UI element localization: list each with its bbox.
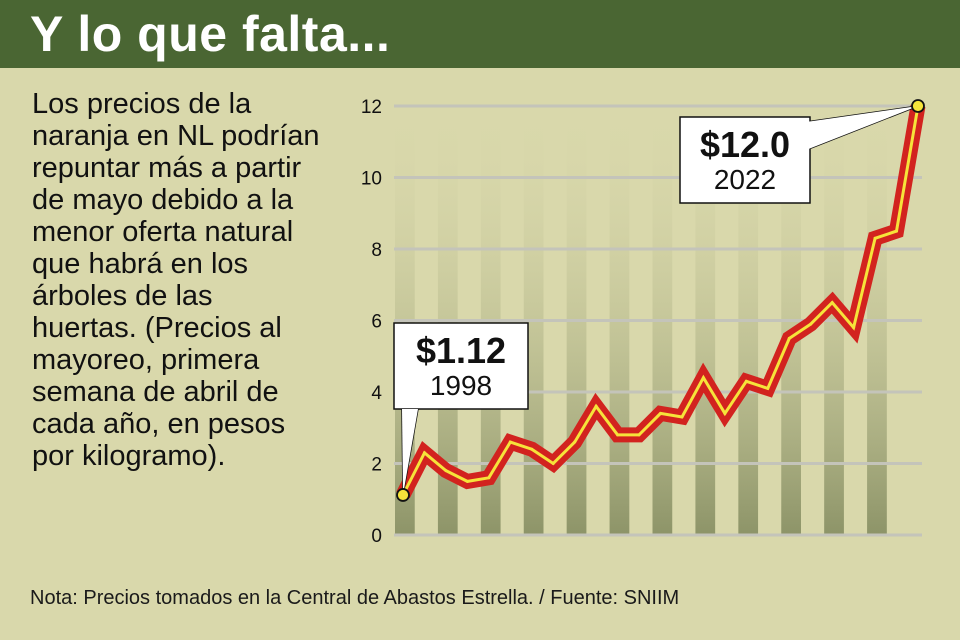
data-point xyxy=(594,404,598,408)
background-stripe xyxy=(523,102,544,535)
y-tick-label: 2 xyxy=(371,455,382,476)
callout-box xyxy=(393,322,529,410)
data-point xyxy=(551,462,555,465)
data-point xyxy=(680,415,684,419)
callout-year: 2022 xyxy=(714,164,776,195)
data-point xyxy=(422,451,426,455)
highlight-point xyxy=(911,99,925,113)
data-point xyxy=(830,301,834,305)
y-tick-label: 10 xyxy=(361,169,382,190)
background-stripe xyxy=(738,102,759,535)
background-stripe xyxy=(609,102,630,535)
y-tick-label: 4 xyxy=(371,383,382,404)
data-point xyxy=(508,440,512,444)
data-point xyxy=(873,236,877,240)
background-stripe xyxy=(781,102,801,535)
data-point xyxy=(487,476,491,480)
data-point xyxy=(787,336,791,340)
background-stripe xyxy=(695,102,716,535)
header-bar: Y lo que falta... xyxy=(0,0,960,68)
data-point xyxy=(444,469,448,473)
background-stripe xyxy=(652,102,673,535)
y-tick-label: 0 xyxy=(371,526,382,547)
callout-pointer-fill xyxy=(402,409,418,495)
callout-box xyxy=(679,116,811,204)
data-point xyxy=(701,376,705,380)
data-point xyxy=(723,411,727,415)
highlight-point xyxy=(396,488,410,502)
background-stripe xyxy=(437,102,458,535)
data-point xyxy=(637,433,641,437)
data-point xyxy=(809,322,813,326)
data-point xyxy=(744,379,748,383)
data-point xyxy=(852,326,856,330)
background-stripe xyxy=(480,102,501,535)
data-point xyxy=(573,440,577,444)
description-text: Los precios de la naranja en NL podrían … xyxy=(32,88,320,472)
data-point xyxy=(895,229,899,233)
y-tick-label: 12 xyxy=(361,97,382,118)
data-point xyxy=(616,433,620,437)
background-stripe xyxy=(867,102,887,535)
callout-pointer-fill xyxy=(806,106,918,150)
callout-year: 1998 xyxy=(430,370,492,401)
source-note: Nota: Precios tomados en la Central de A… xyxy=(30,587,680,609)
data-point xyxy=(659,411,662,415)
page-title: Y lo que falta... xyxy=(30,6,391,62)
callout-price: $12.0 xyxy=(700,124,790,165)
y-tick-label: 6 xyxy=(371,312,382,333)
data-point xyxy=(465,479,469,483)
background-stripe xyxy=(566,102,587,535)
background-stripe xyxy=(824,102,844,535)
y-tick-label: 8 xyxy=(371,240,382,261)
data-point xyxy=(766,386,770,390)
data-point xyxy=(530,447,534,451)
callout-price: $1.12 xyxy=(416,330,506,371)
